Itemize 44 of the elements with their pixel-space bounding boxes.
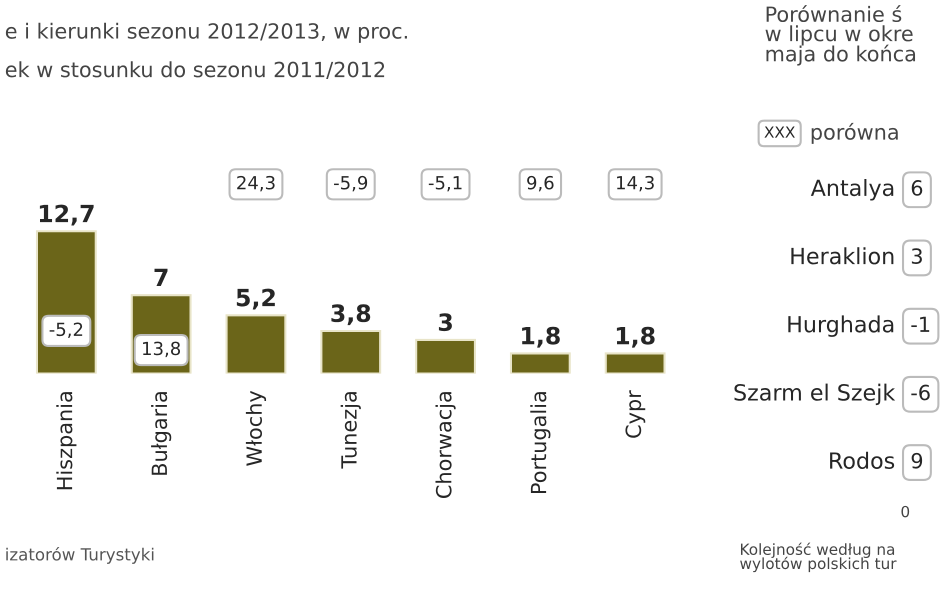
bar xyxy=(320,330,382,374)
annotation: -5,2 xyxy=(50,322,82,338)
text: XXX xyxy=(764,126,795,138)
data-label: 12,7 xyxy=(40,204,94,226)
x-tick-label: Tunezja xyxy=(340,392,361,469)
text: Porównanie ś w lipcu w okre maja do końca xyxy=(765,5,916,66)
text: 24,3 xyxy=(237,176,275,192)
category-label: Heraklion xyxy=(791,247,894,264)
category-label: Antalya xyxy=(810,179,894,201)
data-label: 1,8 xyxy=(522,326,560,348)
data-label: 7 xyxy=(154,268,168,286)
bar xyxy=(604,352,666,374)
text: Kolejność według na wylotów polskich tur xyxy=(740,542,897,572)
text: -5,9 xyxy=(334,176,368,192)
x-tick-label: Hiszpania xyxy=(56,392,76,490)
text: 0 xyxy=(901,506,910,518)
category-label: Hurghada xyxy=(788,315,894,337)
x-tick-label: Włochy xyxy=(246,390,266,466)
bar xyxy=(415,338,476,374)
text: 14,3 xyxy=(617,176,654,192)
text: 9,6 xyxy=(527,176,554,192)
text: -6 xyxy=(911,384,930,400)
text: 9 xyxy=(912,452,922,469)
bar xyxy=(226,314,286,374)
text: -5,1 xyxy=(428,176,462,192)
x-tick-label: Bułgaria xyxy=(151,392,172,475)
x-tick-label: Chorwacja xyxy=(435,392,456,498)
text: izatorów Turystyki xyxy=(6,547,154,564)
data-label: 5,2 xyxy=(236,288,275,310)
category-label: Rodos xyxy=(830,452,894,469)
data-label: 3 xyxy=(438,313,452,332)
legend-title: porówna xyxy=(812,122,898,144)
text: 3 xyxy=(912,248,922,264)
text: -1 xyxy=(911,316,930,332)
annotation: 13,8 xyxy=(143,342,180,358)
x-tick-label: Portugalia xyxy=(530,392,550,494)
chart-subtitle: ek w stosunku do sezonu 2011/2012 xyxy=(6,61,384,80)
bar xyxy=(510,352,571,374)
data-label: 3,8 xyxy=(331,304,370,326)
category-label: Szarm el Szejk xyxy=(734,384,896,406)
data-label: 1,8 xyxy=(616,326,655,348)
text: 6 xyxy=(912,180,922,196)
chart-title: e i kierunki sezonu 2012/2013, w proc. xyxy=(6,22,407,43)
x-tick-label: Cypr xyxy=(625,390,646,438)
